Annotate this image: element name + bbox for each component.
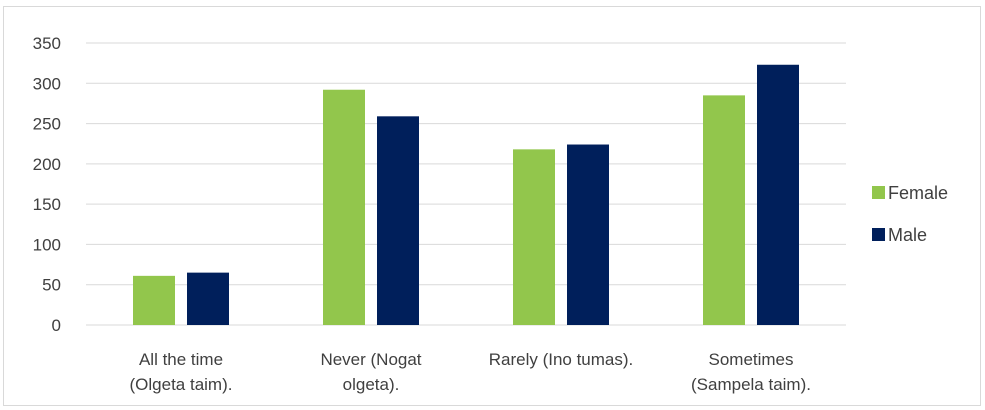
- bar-male-1: [377, 116, 419, 325]
- bar-female-3: [703, 95, 745, 325]
- bar-female-2: [513, 149, 555, 325]
- y-tick-label: 250: [33, 115, 61, 134]
- x-axis-categories: All the time (Olgeta taim). Never (Nogat ol…: [130, 350, 811, 394]
- bar-male-2: [567, 144, 609, 325]
- legend-label-female: Female: [888, 183, 948, 203]
- y-tick-label: 0: [52, 316, 61, 335]
- y-tick-label: 350: [33, 34, 61, 53]
- chart-frame: 0 50 100 150 200 250 300 350 All the time (Olget…: [3, 6, 981, 406]
- y-tick-label: 150: [33, 195, 61, 214]
- y-tick-label: 300: [33, 74, 61, 93]
- bar-male-0: [187, 272, 229, 325]
- x-category-label: (Sampela taim).: [691, 375, 811, 394]
- x-category-label: (Olgeta taim).: [130, 375, 233, 394]
- bars: [133, 64, 799, 326]
- legend-label-male: Male: [888, 225, 927, 245]
- legend-swatch-female: [872, 186, 885, 199]
- x-category-label: Never (Nogat: [320, 350, 421, 369]
- x-category-label: Sometimes: [708, 350, 793, 369]
- y-tick-label: 200: [33, 155, 61, 174]
- bar-male-3: [757, 64, 799, 326]
- x-category-label: Rarely (Ino tumas).: [489, 350, 634, 369]
- y-axis-ticks: 0 50 100 150 200 250 300 350: [33, 34, 61, 335]
- bar-female-1: [323, 89, 365, 325]
- x-category-label: All the time: [139, 350, 223, 369]
- bar-female-0: [133, 275, 175, 325]
- legend-swatch-male: [872, 228, 885, 241]
- y-tick-label: 100: [33, 235, 61, 254]
- bar-chart: 0 50 100 150 200 250 300 350 All the time (Olget…: [33, 34, 948, 394]
- x-category-label: olgeta).: [343, 375, 400, 394]
- y-tick-label: 50: [42, 276, 61, 295]
- legend: Female Male: [872, 183, 948, 245]
